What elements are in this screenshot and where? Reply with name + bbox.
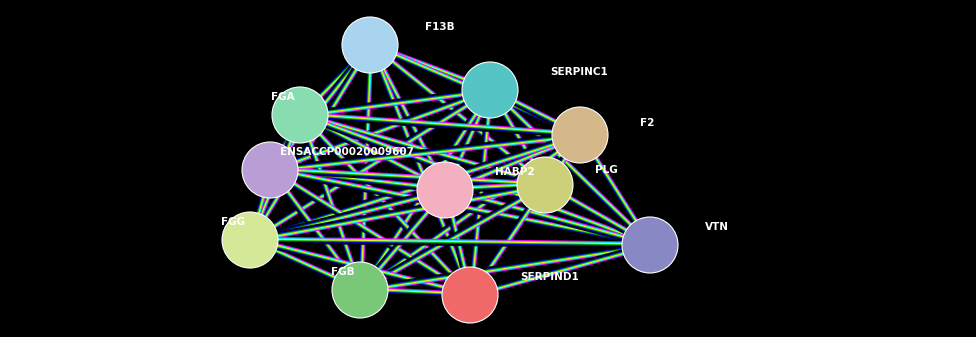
Text: VTN: VTN <box>705 222 729 232</box>
Text: ENSACCP00020009607: ENSACCP00020009607 <box>280 147 414 157</box>
Circle shape <box>417 162 473 218</box>
Text: SERPIND1: SERPIND1 <box>520 272 579 282</box>
Circle shape <box>552 107 608 163</box>
Circle shape <box>342 17 398 73</box>
Text: FGB: FGB <box>332 267 355 277</box>
Text: F2: F2 <box>640 118 654 128</box>
Circle shape <box>272 87 328 143</box>
Circle shape <box>242 142 298 198</box>
Circle shape <box>332 262 388 318</box>
Text: FGG: FGG <box>221 217 245 227</box>
Text: SERPINC1: SERPINC1 <box>550 67 608 77</box>
Circle shape <box>517 157 573 213</box>
Circle shape <box>462 62 518 118</box>
Circle shape <box>442 267 498 323</box>
Text: PLG: PLG <box>595 165 618 175</box>
Circle shape <box>622 217 678 273</box>
Text: F13B: F13B <box>425 22 455 32</box>
Circle shape <box>222 212 278 268</box>
Text: FGA: FGA <box>271 92 295 102</box>
Text: HABP2: HABP2 <box>495 167 535 177</box>
